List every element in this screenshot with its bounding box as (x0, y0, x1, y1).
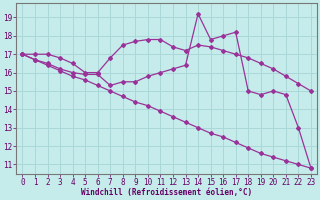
X-axis label: Windchill (Refroidissement éolien,°C): Windchill (Refroidissement éolien,°C) (81, 188, 252, 197)
